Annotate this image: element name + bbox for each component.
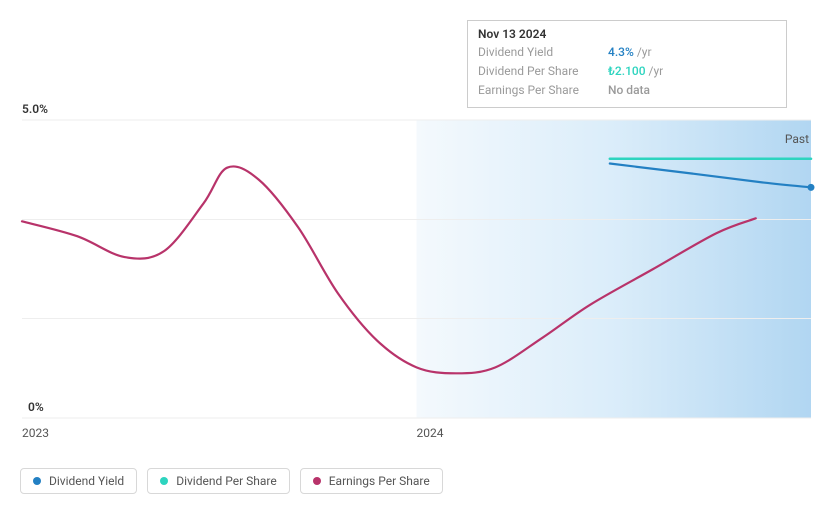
tooltip-label: Earnings Per Share [478,81,608,100]
tooltip-row-earnings-per-share: Earnings Per Share No data [478,81,776,100]
tooltip-label: Dividend Per Share [478,62,608,81]
tooltip-row-dividend-per-share: Dividend Per Share ₺2.100 /yr [478,62,776,81]
tooltip-date: Nov 13 2024 [478,27,776,41]
y-axis-label-bottom: 0% [28,400,44,414]
tooltip-value: ₺2.100 [608,62,646,81]
past-label: Past [785,132,809,146]
legend-dot-icon [160,477,168,485]
tooltip-value: 4.3% [608,43,634,62]
chart-legend: Dividend Yield Dividend Per Share Earnin… [20,468,443,494]
x-axis-label-2023: 2023 [22,426,49,440]
chart-tooltip: Nov 13 2024 Dividend Yield 4.3% /yr Divi… [467,20,787,108]
tooltip-unit: /yr [637,43,652,62]
legend-dot-icon [313,477,321,485]
tooltip-row-dividend-yield: Dividend Yield 4.3% /yr [478,43,776,62]
legend-item-earnings-per-share[interactable]: Earnings Per Share [300,468,443,494]
tooltip-unit: /yr [649,62,664,81]
legend-item-dividend-per-share[interactable]: Dividend Per Share [147,468,290,494]
tooltip-label: Dividend Yield [478,43,608,62]
dividend-chart: 5.0% 0% 2023 2024 Past Nov 13 2024 Divid… [0,0,821,508]
tooltip-value: No data [608,81,650,100]
x-axis-label-2024: 2024 [417,426,444,440]
legend-label: Earnings Per Share [329,474,430,488]
legend-item-dividend-yield[interactable]: Dividend Yield [20,468,137,494]
legend-label: Dividend Yield [49,474,124,488]
legend-label: Dividend Per Share [176,474,277,488]
y-axis-label-top: 5.0% [22,102,48,116]
legend-dot-icon [33,477,41,485]
